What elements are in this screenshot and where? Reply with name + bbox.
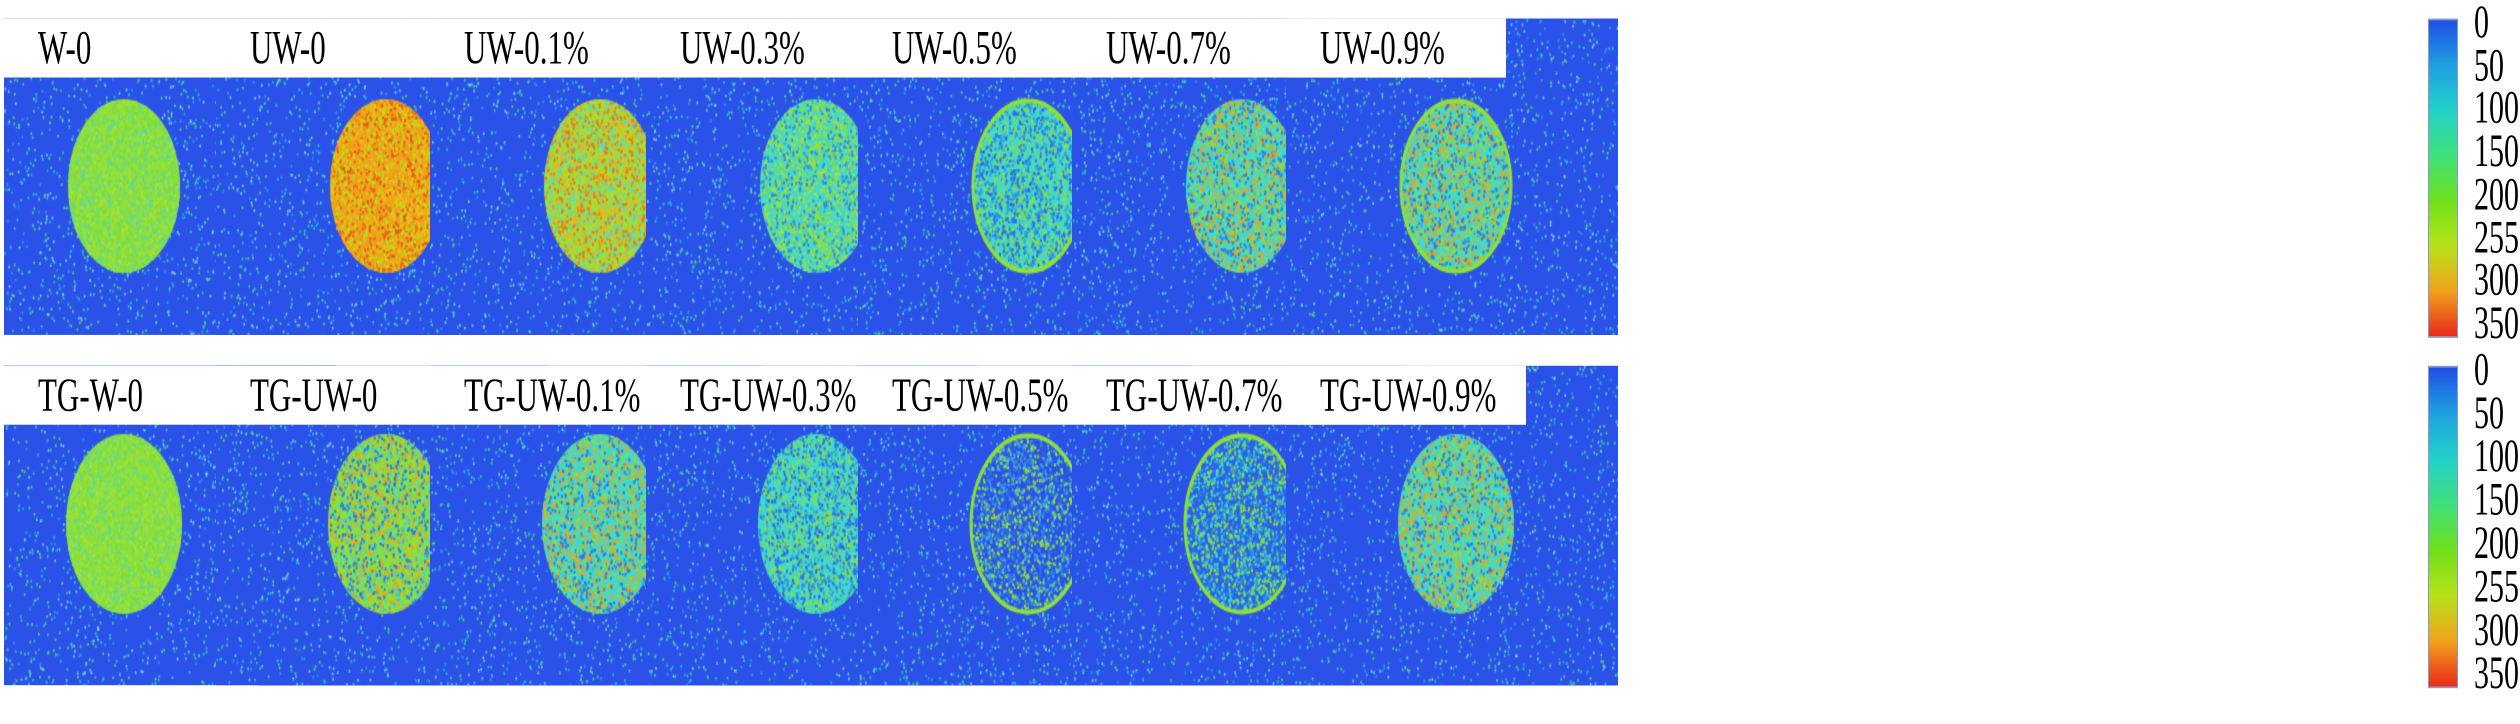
panel-label: UW-0.9% — [1286, 18, 1506, 78]
colorbar-tick-label: 100 — [2474, 430, 2519, 483]
panel-label: UW-0 — [216, 18, 436, 78]
colorbar-tick-label: 350 — [2474, 297, 2519, 349]
panel-label: UW-0.3% — [646, 18, 866, 78]
map-panel: TG-UW-0.9% — [1286, 365, 1618, 686]
panel-label: TG-UW-0.5% — [858, 365, 1098, 425]
colorbar-tick-label: 300 — [2474, 604, 2519, 656]
panel-label: TG-UW-0.1% — [430, 365, 670, 425]
colorbar-tick-label: 50 — [2474, 387, 2504, 439]
colorbar-tick-label: 255 — [2474, 561, 2519, 613]
panel-label: UW-0.1% — [430, 18, 650, 78]
colorbar-tick-label: 0 — [2474, 0, 2489, 49]
panel-label: UW-0.7% — [1072, 18, 1292, 78]
panel-label: TG-W-0 — [4, 365, 224, 425]
map-panel: UW-0.9% — [1286, 18, 1618, 335]
panel-label: TG-UW-0 — [216, 365, 436, 425]
colorbar-tick-label: 50 — [2474, 39, 2504, 91]
panel-label: TG-UW-0.3% — [646, 365, 886, 425]
colorbar-tick-label: 150 — [2474, 474, 2519, 526]
colorbar — [2428, 18, 2458, 338]
colorbar-tick-label: 255 — [2474, 211, 2519, 263]
panel-label: TG-UW-0.7% — [1072, 365, 1312, 425]
colorbar-tick-label: 100 — [2474, 82, 2519, 134]
panel-label: UW-0.5% — [858, 18, 1078, 78]
colorbar-tick-label: 200 — [2474, 517, 2519, 569]
colorbar-tick-label: 300 — [2474, 254, 2519, 306]
panel-label: W-0 — [4, 18, 224, 78]
colorbar-tick-label: 150 — [2474, 125, 2519, 177]
colorbar-tick-label: 200 — [2474, 168, 2519, 220]
colorbar — [2428, 365, 2458, 689]
colorbar-tick-label: 350 — [2474, 647, 2519, 700]
colorbar-tick-label: 0 — [2474, 344, 2489, 396]
panel-label: TG-UW-0.9% — [1286, 365, 1526, 425]
